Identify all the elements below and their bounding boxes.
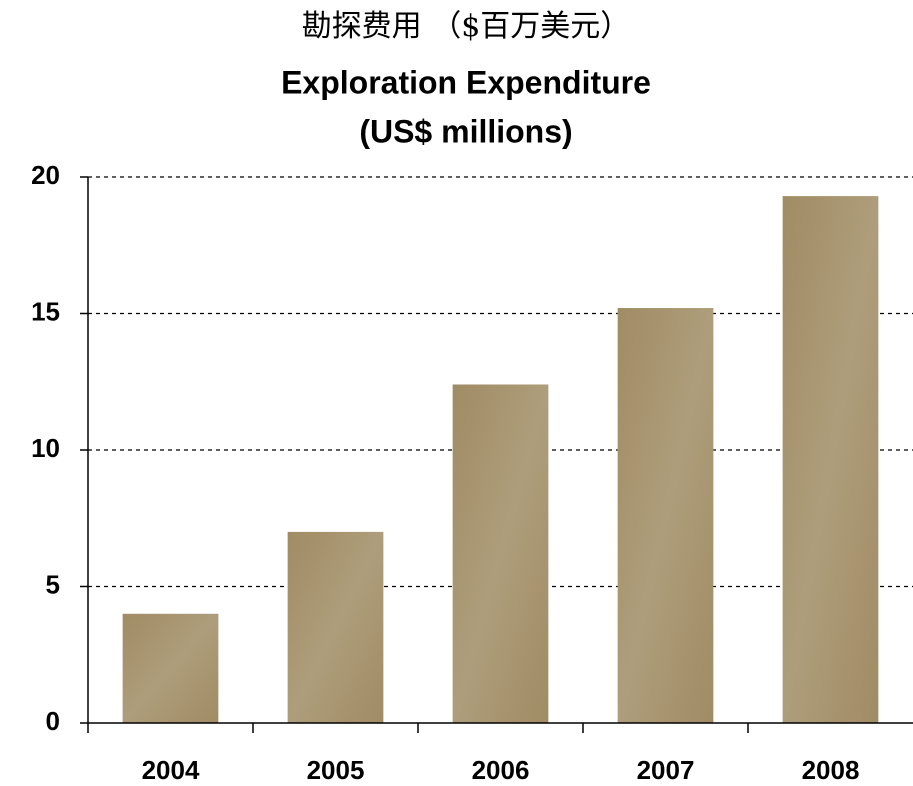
chart-title: (US$ millions) xyxy=(359,113,572,149)
bar-sheen xyxy=(287,531,384,723)
x-tick-label: 2004 xyxy=(142,755,200,785)
bar-sheen xyxy=(122,613,219,723)
bar-sheen xyxy=(452,384,549,723)
y-tick-label: 10 xyxy=(31,433,60,463)
y-tick-label: 5 xyxy=(46,569,60,599)
x-tick-label: 2005 xyxy=(307,755,365,785)
chart-subtitle: 勘探费用 （$百万美元） xyxy=(302,9,631,44)
x-tick-label: 2007 xyxy=(637,755,695,785)
y-tick-label: 15 xyxy=(31,296,60,326)
bar-sheen xyxy=(782,196,879,724)
y-tick-label: 20 xyxy=(31,160,60,190)
bar-sheen xyxy=(617,308,714,723)
chart-title: Exploration Expenditure xyxy=(281,64,651,100)
x-tick-label: 2006 xyxy=(472,755,530,785)
x-tick-label: 2008 xyxy=(802,755,860,785)
y-tick-label: 0 xyxy=(46,706,60,736)
